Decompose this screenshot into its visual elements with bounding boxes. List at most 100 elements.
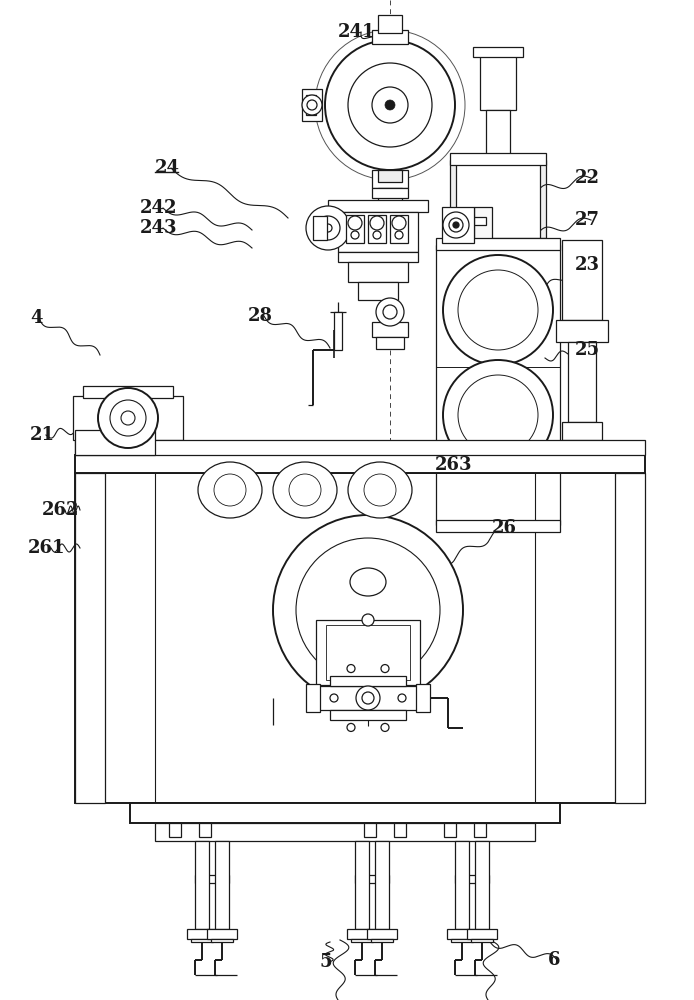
Bar (372, 30, 408, 44)
Bar (313, 216, 327, 240)
Bar (195, 841, 209, 929)
Circle shape (458, 375, 538, 455)
Ellipse shape (315, 30, 465, 180)
Bar (347, 929, 377, 939)
Circle shape (351, 231, 359, 239)
Bar (191, 939, 213, 942)
Bar (378, 15, 402, 33)
Text: 6: 6 (548, 951, 561, 969)
Bar (416, 684, 430, 712)
Bar (372, 322, 408, 337)
Text: 28: 28 (248, 307, 273, 325)
Text: 5: 5 (320, 953, 332, 971)
Bar (376, 337, 404, 349)
Bar (447, 929, 477, 939)
Circle shape (347, 665, 355, 673)
Bar (474, 823, 486, 837)
Circle shape (348, 63, 432, 147)
Bar (436, 238, 560, 250)
Bar (455, 841, 469, 929)
Bar (562, 240, 602, 320)
Ellipse shape (98, 388, 158, 448)
Bar (442, 207, 474, 243)
Bar (436, 245, 560, 525)
Bar (480, 50, 516, 110)
Bar (83, 386, 173, 398)
Bar (474, 217, 486, 225)
Circle shape (443, 212, 469, 238)
Circle shape (325, 40, 455, 170)
Bar (330, 710, 406, 720)
Text: 23: 23 (575, 256, 600, 274)
Ellipse shape (198, 462, 262, 518)
Bar (334, 312, 342, 350)
Bar (367, 929, 397, 939)
Bar (313, 686, 423, 710)
Text: 27: 27 (575, 211, 600, 229)
Circle shape (395, 231, 403, 239)
Circle shape (376, 298, 404, 326)
Circle shape (316, 216, 340, 240)
Bar (348, 262, 408, 282)
Bar (456, 160, 540, 245)
Circle shape (324, 224, 332, 232)
Circle shape (381, 665, 389, 673)
Circle shape (370, 216, 384, 230)
Bar (372, 238, 408, 248)
Bar (475, 841, 489, 929)
Bar (451, 939, 473, 942)
Bar (436, 520, 560, 532)
Bar (75, 440, 645, 455)
Bar (306, 95, 316, 115)
Text: 4: 4 (30, 309, 42, 327)
Circle shape (214, 474, 246, 506)
Bar (130, 803, 560, 823)
Bar (371, 939, 393, 942)
Bar (556, 320, 608, 342)
Bar (75, 473, 105, 803)
Circle shape (330, 694, 338, 702)
Bar (444, 823, 456, 837)
Bar (455, 875, 489, 883)
Bar (338, 212, 418, 252)
Bar (211, 939, 233, 942)
Text: 243: 243 (140, 219, 178, 237)
Bar (302, 89, 322, 121)
Circle shape (356, 686, 380, 710)
Circle shape (373, 231, 381, 239)
Text: 242: 242 (140, 199, 178, 217)
Text: 263: 263 (435, 456, 473, 474)
Circle shape (381, 723, 389, 731)
Bar (568, 342, 596, 422)
Text: 261: 261 (28, 539, 65, 557)
Bar (450, 153, 546, 165)
Bar (534, 160, 546, 245)
Bar (306, 684, 320, 712)
Bar (169, 823, 181, 837)
Bar (316, 620, 420, 685)
Text: 21: 21 (30, 426, 55, 444)
Bar (155, 823, 535, 841)
Bar (73, 396, 183, 440)
Bar (378, 188, 402, 248)
Ellipse shape (350, 568, 386, 596)
Bar (75, 430, 155, 455)
Circle shape (453, 222, 459, 228)
Circle shape (362, 692, 374, 704)
Bar (378, 170, 402, 182)
Text: 241: 241 (338, 23, 375, 41)
Bar (450, 160, 462, 245)
Bar (372, 170, 408, 188)
Bar (486, 110, 510, 165)
Bar (326, 625, 410, 680)
Bar (390, 215, 408, 243)
Bar (207, 929, 237, 939)
Bar (471, 939, 493, 942)
Circle shape (392, 216, 406, 230)
Bar (75, 455, 645, 473)
Circle shape (110, 400, 146, 436)
Circle shape (385, 100, 395, 110)
Bar (346, 215, 364, 243)
Bar (351, 939, 373, 942)
Bar (368, 215, 386, 243)
